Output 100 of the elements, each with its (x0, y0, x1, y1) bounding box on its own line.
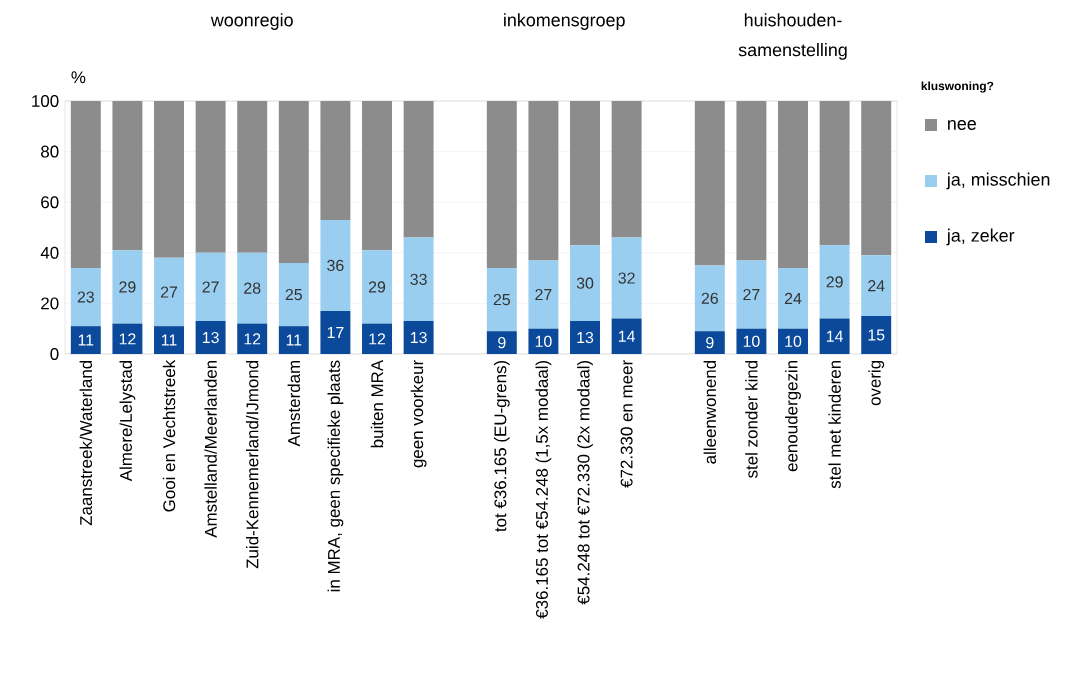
data-label: 30 (576, 277, 594, 289)
bar (528, 260, 559, 329)
bar (195, 321, 226, 354)
bar (528, 100, 559, 261)
bar (237, 252, 268, 324)
y-tick-label: 100 (32, 94, 59, 107)
bar (694, 265, 725, 332)
data-label: 12 (119, 333, 136, 345)
data-label: 24 (868, 280, 885, 292)
x-tick-label: Zaanstreek/Waterland (79, 360, 93, 526)
bar (237, 323, 268, 354)
bar (778, 328, 808, 354)
bar (112, 100, 143, 251)
x-tick-label: Zuid-Kennemerland/IJmond (246, 360, 259, 569)
data-label: 29 (119, 281, 136, 293)
x-tick-label: Almere/Lelystad (119, 360, 136, 482)
data-label: 14 (618, 330, 635, 342)
bar (320, 219, 351, 311)
legend-label: ja, zeker (946, 228, 1015, 246)
data-label: 10 (535, 335, 552, 347)
x-tick-label: Gooi en Vechtstreek (162, 359, 176, 512)
bar (861, 316, 892, 354)
data-label: 27 (535, 288, 552, 301)
x-tick-label: overig (868, 360, 885, 406)
x-tick-label: Amstelland/Meerlanden (204, 360, 217, 538)
bar (195, 100, 226, 253)
bar (362, 100, 392, 251)
data-label: 25 (285, 288, 302, 301)
x-tick-label: eenoudergezin (785, 360, 801, 472)
bar (778, 100, 808, 268)
data-label: 11 (286, 334, 302, 346)
data-label: 10 (785, 335, 802, 347)
bar (112, 250, 143, 324)
data-label: 32 (618, 272, 635, 284)
data-label: 13 (410, 331, 427, 344)
bar (320, 310, 351, 354)
y-tick-label: 60 (41, 196, 59, 209)
bar (70, 267, 101, 327)
x-tick-label: buiten MRA (370, 359, 384, 448)
bar (362, 250, 392, 324)
data-label: 27 (202, 281, 219, 293)
x-tick-label: stel zonder kind (745, 360, 758, 478)
data-label: 27 (160, 286, 178, 298)
data-label: 15 (868, 329, 885, 341)
bar (112, 323, 143, 354)
bar (403, 100, 434, 238)
bar (70, 100, 101, 268)
bar (694, 331, 725, 354)
bar (736, 260, 767, 329)
bar (694, 100, 725, 266)
bar (736, 100, 767, 261)
data-label: 25 (493, 293, 510, 306)
bar (570, 245, 600, 322)
x-tick-label: alleenwonend (703, 360, 717, 464)
bar (486, 267, 517, 332)
x-tick-label: stel met kinderen (828, 360, 841, 489)
text: huishouden-samenstelling (738, 13, 847, 60)
x-tick-label: €36.165 tot €54.248 (1,5x modaal) (535, 360, 552, 619)
data-label: 23 (77, 291, 94, 303)
bar (403, 321, 434, 354)
data-label: 27 (743, 288, 760, 301)
x-tick-label: geen voorkeur (410, 360, 427, 468)
x-tick-label: €54.248 tot €72.330 (2x modaal) (577, 360, 593, 605)
data-label: 13 (202, 331, 219, 344)
bar (570, 321, 600, 354)
data-label: 24 (784, 292, 802, 304)
data-label: 28 (244, 282, 261, 294)
legend-title: kluswoning? (921, 81, 994, 93)
bar (195, 252, 226, 322)
bar (819, 100, 850, 246)
data-label: 17 (327, 326, 344, 338)
data-label: 12 (244, 333, 261, 345)
data-label: 36 (327, 259, 344, 272)
bar (819, 318, 850, 354)
bar (320, 100, 351, 220)
bar (528, 328, 559, 354)
bar (611, 100, 642, 238)
x-tick-label: €72.330 en meer (620, 360, 633, 488)
x-tick-label: Amsterdam (287, 360, 301, 447)
bar (486, 331, 517, 354)
data-label: 29 (368, 281, 386, 293)
bar (611, 237, 642, 319)
data-label: 14 (826, 330, 843, 342)
bar (154, 257, 184, 327)
y-tick-label: 80 (41, 145, 59, 158)
data-label: 12 (369, 333, 386, 345)
bar (861, 100, 892, 256)
data-label: 29 (826, 276, 843, 288)
data-label: 26 (701, 292, 718, 304)
bar (819, 245, 850, 319)
bar (736, 328, 767, 354)
bar (403, 237, 434, 322)
data-label: 10 (743, 335, 760, 347)
legend-label: nee (948, 120, 976, 130)
data-label: 33 (410, 273, 427, 285)
data-label: 11 (161, 334, 177, 346)
x-tick-label: tot €36.165 (EU-grens) (493, 360, 510, 532)
y-tick-label: 40 (40, 246, 59, 259)
bar (70, 326, 101, 354)
bar (611, 318, 642, 354)
